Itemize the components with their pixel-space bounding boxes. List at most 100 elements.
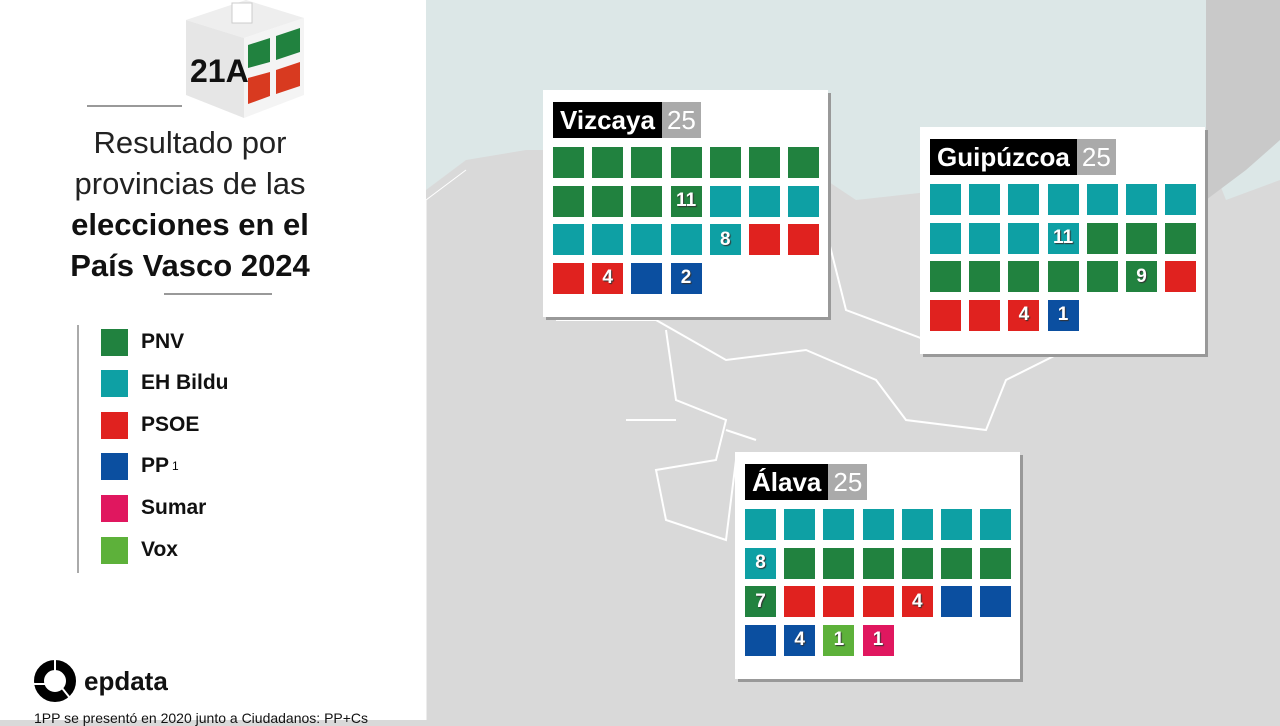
legend-item: EH Bildu xyxy=(101,369,229,397)
legend-label: PP xyxy=(141,454,170,477)
card-header: Vizcaya 25 xyxy=(553,102,701,138)
legend-item: Vox xyxy=(101,536,178,564)
card-header: Guipúzcoa 25 xyxy=(930,139,1116,175)
seat-eh-bildu xyxy=(930,222,961,254)
seat-eh-bildu xyxy=(1008,222,1040,254)
seat-eh-bildu: 11 xyxy=(1047,222,1079,254)
seat-eh-bildu: 8 xyxy=(709,224,741,255)
seat-pp: 1 xyxy=(1047,299,1079,331)
svg-text:21A: 21A xyxy=(190,53,249,89)
epdata-logo-icon xyxy=(34,660,76,702)
seat-sumar: 1 xyxy=(862,624,894,656)
seat-eh-bildu xyxy=(631,224,663,255)
legend-label: Vox xyxy=(141,538,178,561)
footnote: 1PP se presentó en 2020 junto a Ciudadan… xyxy=(34,710,369,726)
seat-eh-bildu xyxy=(980,509,1012,540)
seat-pnv xyxy=(709,147,741,178)
seat-psoe xyxy=(930,299,961,331)
seat-psoe xyxy=(1165,261,1197,292)
seat-pnv xyxy=(670,147,702,178)
province-card-álava: Álava 25 8 7 4 4 1 1 xyxy=(735,452,1020,679)
province-card-guipúzcoa: Guipúzcoa 25 11 9 4 1 xyxy=(920,127,1205,354)
seat-eh-bildu xyxy=(862,509,894,540)
divider xyxy=(87,105,182,107)
legend-item: PP 1 xyxy=(101,452,179,480)
seat-psoe xyxy=(969,299,1001,331)
province-card-vizcaya: Vizcaya 25 11 8 4 2 xyxy=(543,90,828,317)
seat-pnv xyxy=(1047,261,1079,292)
seat-pnv xyxy=(980,547,1012,579)
seat-eh-bildu: 8 xyxy=(745,547,776,579)
seat-pnv xyxy=(969,261,1001,292)
seat-psoe: 4 xyxy=(592,262,624,294)
seat-eh-bildu xyxy=(749,185,780,217)
title-line: País Vasco 2024 xyxy=(70,248,310,283)
seat-pnv: 11 xyxy=(670,185,702,217)
page-title: Resultado por provincias de las eleccion… xyxy=(20,122,360,286)
title-line: provincias de las xyxy=(74,166,306,201)
seat-pnv xyxy=(862,547,894,579)
ballot-box-logo: 21A xyxy=(186,0,304,118)
seat-eh-bildu xyxy=(553,224,584,255)
legend-label: EH Bildu xyxy=(141,371,229,394)
legend-swatch xyxy=(101,328,128,356)
seat-eh-bildu xyxy=(1008,184,1040,215)
legend-swatch xyxy=(101,369,128,397)
legend-swatch xyxy=(101,494,128,522)
seat-pp: 4 xyxy=(784,624,816,656)
divider xyxy=(164,293,272,295)
seat-pnv xyxy=(1126,222,1157,254)
seat-pnv: 9 xyxy=(1126,261,1157,292)
legend-item: PNV xyxy=(101,328,184,356)
seat-psoe xyxy=(784,586,816,617)
seat-eh-bildu xyxy=(788,185,820,217)
seat-pnv xyxy=(784,547,816,579)
seat-eh-bildu xyxy=(941,509,972,540)
total-seats: 25 xyxy=(828,464,868,500)
seat-pnv xyxy=(1086,222,1118,254)
seat-psoe xyxy=(788,224,820,255)
seat-pnv xyxy=(631,185,663,217)
legend-label: Sumar xyxy=(141,496,207,519)
seat-psoe xyxy=(749,224,780,255)
card-header: Álava 25 xyxy=(745,464,868,500)
seat-eh-bildu xyxy=(930,184,961,215)
epdata-logo: epdata xyxy=(34,660,168,702)
seat-eh-bildu xyxy=(1126,184,1157,215)
seat-pnv xyxy=(592,147,624,178)
seat-psoe xyxy=(862,586,894,617)
legend-swatch xyxy=(101,452,128,480)
seat-eh-bildu xyxy=(823,509,855,540)
province-name: Guipúzcoa xyxy=(930,139,1077,175)
legend-swatch xyxy=(101,411,128,439)
seat-pp xyxy=(941,586,972,617)
seat-pnv xyxy=(1008,261,1040,292)
seat-eh-bildu xyxy=(592,224,624,255)
seat-pnv xyxy=(901,547,933,579)
legend-swatch xyxy=(101,536,128,564)
seat-pnv: 7 xyxy=(745,586,776,617)
legend-divider xyxy=(77,325,79,573)
seat-pnv xyxy=(823,547,855,579)
seat-pnv xyxy=(1165,222,1197,254)
seat-pp xyxy=(745,624,776,656)
seat-pnv xyxy=(930,261,961,292)
province-name: Vizcaya xyxy=(553,102,662,138)
legend-item: PSOE xyxy=(101,411,199,439)
seat-pnv xyxy=(749,147,780,178)
seat-vox: 1 xyxy=(823,624,855,656)
brand-name: epdata xyxy=(84,665,168,696)
footnote-marker: 1 xyxy=(172,459,179,473)
seat-pp xyxy=(980,586,1012,617)
seat-psoe: 4 xyxy=(1008,299,1040,331)
seat-pp: 2 xyxy=(670,262,702,294)
seat-pnv xyxy=(553,185,584,217)
seat-eh-bildu xyxy=(670,224,702,255)
legend-item: Sumar xyxy=(101,494,206,522)
seat-psoe xyxy=(553,262,584,294)
seat-eh-bildu xyxy=(745,509,776,540)
seat-eh-bildu xyxy=(969,222,1001,254)
seat-psoe xyxy=(823,586,855,617)
seat-eh-bildu xyxy=(969,184,1001,215)
total-seats: 25 xyxy=(1076,139,1116,175)
